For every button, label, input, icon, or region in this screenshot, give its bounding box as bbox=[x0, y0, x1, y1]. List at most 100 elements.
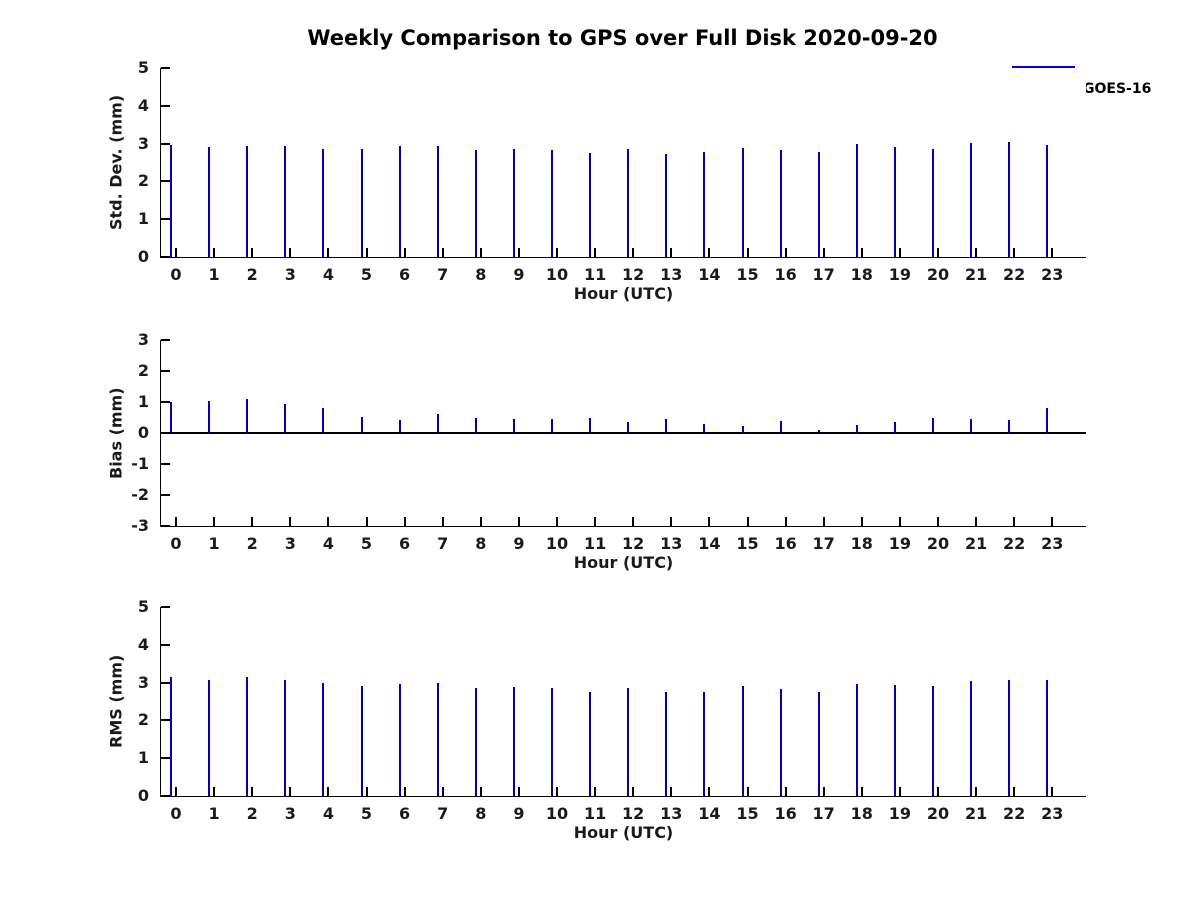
bar-hour-21 bbox=[970, 680, 973, 796]
x-tick-label: 21 bbox=[964, 534, 988, 553]
x-tick-label: 12 bbox=[622, 534, 645, 553]
bias-x-axis-label: Hour (UTC) bbox=[573, 553, 674, 572]
x-tick-label: 11 bbox=[583, 804, 607, 823]
x-tick-label: 1 bbox=[208, 265, 220, 284]
bar-hour-6 bbox=[398, 419, 401, 433]
bar-hour-18 bbox=[855, 684, 858, 796]
bar-hour-8 bbox=[474, 418, 477, 433]
bar-hour-13 bbox=[665, 692, 668, 796]
x-tick bbox=[517, 248, 520, 257]
x-tick bbox=[937, 787, 939, 796]
y-tick-label: 5 bbox=[137, 58, 149, 77]
x-tick bbox=[708, 787, 711, 796]
bar-hour-6 bbox=[398, 146, 401, 257]
x-tick-label: 13 bbox=[660, 265, 683, 284]
y-tick-label: 0 bbox=[137, 247, 149, 266]
bar-hour-19 bbox=[893, 421, 896, 433]
x-tick-label: 10 bbox=[545, 534, 569, 553]
x-tick-label: 4 bbox=[322, 534, 334, 553]
y-tick bbox=[161, 681, 170, 684]
x-tick bbox=[479, 248, 482, 257]
legend-label: GOES-16 bbox=[1083, 80, 1152, 97]
y-tick bbox=[161, 104, 170, 107]
x-tick bbox=[860, 248, 863, 257]
y-tick bbox=[161, 339, 170, 341]
bar-hour-11 bbox=[589, 153, 592, 257]
bar-hour-3 bbox=[284, 403, 287, 433]
x-tick-label: 15 bbox=[736, 265, 759, 284]
x-tick-label: 11 bbox=[583, 534, 607, 553]
x-tick-label: 6 bbox=[399, 534, 411, 553]
bar-hour-1 bbox=[208, 147, 211, 257]
x-tick-label: 20 bbox=[926, 804, 950, 823]
x-tick-label: 21 bbox=[964, 265, 988, 284]
x-tick bbox=[822, 248, 825, 257]
bar-hour-1 bbox=[208, 679, 211, 796]
x-tick bbox=[784, 517, 787, 526]
y-tick bbox=[161, 494, 170, 496]
bar-hour-16 bbox=[779, 688, 782, 796]
x-tick-label: 12 bbox=[622, 804, 645, 823]
x-tick-label: 4 bbox=[322, 804, 334, 823]
bar-hour-17 bbox=[817, 151, 820, 257]
x-tick-label: 3 bbox=[284, 265, 296, 284]
bar-hour-14 bbox=[703, 424, 706, 433]
x-tick-label: 22 bbox=[1003, 265, 1026, 284]
x-tick-label: 5 bbox=[360, 804, 373, 823]
x-tick bbox=[632, 248, 635, 257]
bar-hour-0 bbox=[170, 402, 172, 433]
y-tick-label: -2 bbox=[131, 485, 149, 504]
bar-hour-21 bbox=[970, 143, 973, 257]
bar-hour-12 bbox=[627, 687, 630, 796]
y-tick-label: 1 bbox=[137, 748, 149, 768]
bias-plot: Bias (mm) Hour (UTC) -3 -2 -1 0 1 2 3 0 1 2 3 4 5 6 7 8… bbox=[107, 330, 1086, 572]
x-tick bbox=[670, 517, 673, 526]
bar-hour-4 bbox=[322, 683, 325, 796]
x-tick bbox=[251, 787, 254, 796]
x-tick bbox=[365, 248, 368, 257]
x-tick bbox=[898, 248, 901, 257]
x-tick bbox=[327, 248, 330, 257]
x-tick-label: 17 bbox=[812, 804, 835, 823]
x-tick-label: 13 bbox=[660, 534, 683, 553]
x-tick bbox=[860, 517, 863, 526]
x-tick-label: 7 bbox=[437, 804, 449, 823]
x-tick-label: 0 bbox=[170, 265, 182, 284]
x-tick bbox=[822, 787, 825, 796]
x-tick bbox=[937, 517, 939, 526]
y-tick-label: 1 bbox=[137, 392, 149, 411]
bar-hour-17 bbox=[817, 691, 820, 796]
x-tick-label: 13 bbox=[660, 804, 683, 823]
x-tick bbox=[365, 787, 368, 796]
x-tick-label: 18 bbox=[850, 534, 873, 553]
x-tick-label: 7 bbox=[437, 534, 449, 553]
x-tick-label: 14 bbox=[698, 265, 721, 284]
x-tick-label: 20 bbox=[926, 534, 950, 553]
bar-hour-3 bbox=[284, 146, 287, 257]
x-tick bbox=[1013, 248, 1016, 257]
x-tick-label: 19 bbox=[888, 265, 912, 284]
x-tick-label: 23 bbox=[1041, 265, 1064, 284]
bar-hour-0 bbox=[170, 676, 172, 796]
x-tick-label: 0 bbox=[170, 534, 182, 553]
x-tick bbox=[556, 248, 558, 257]
bar-hour-11 bbox=[589, 691, 592, 796]
x-tick-label: 1 bbox=[208, 534, 220, 553]
x-tick-label: 16 bbox=[774, 265, 797, 284]
x-tick bbox=[175, 248, 177, 257]
y-tick-label: 3 bbox=[137, 330, 149, 349]
x-tick-label: 14 bbox=[698, 804, 721, 823]
x-tick bbox=[441, 248, 444, 257]
bar-hour-13 bbox=[665, 154, 668, 257]
bar-hour-22 bbox=[1008, 679, 1011, 796]
x-tick bbox=[213, 248, 216, 257]
y-tick-label: 3 bbox=[137, 133, 149, 153]
chart-title: Weekly Comparison to GPS over Full Disk … bbox=[307, 26, 938, 50]
y-tick-label: 4 bbox=[137, 634, 149, 654]
y-tick bbox=[161, 757, 170, 760]
y-tick bbox=[161, 370, 170, 372]
y-tick bbox=[161, 643, 170, 646]
bar-hour-14 bbox=[703, 691, 706, 796]
y-tick-label: -3 bbox=[131, 516, 149, 535]
